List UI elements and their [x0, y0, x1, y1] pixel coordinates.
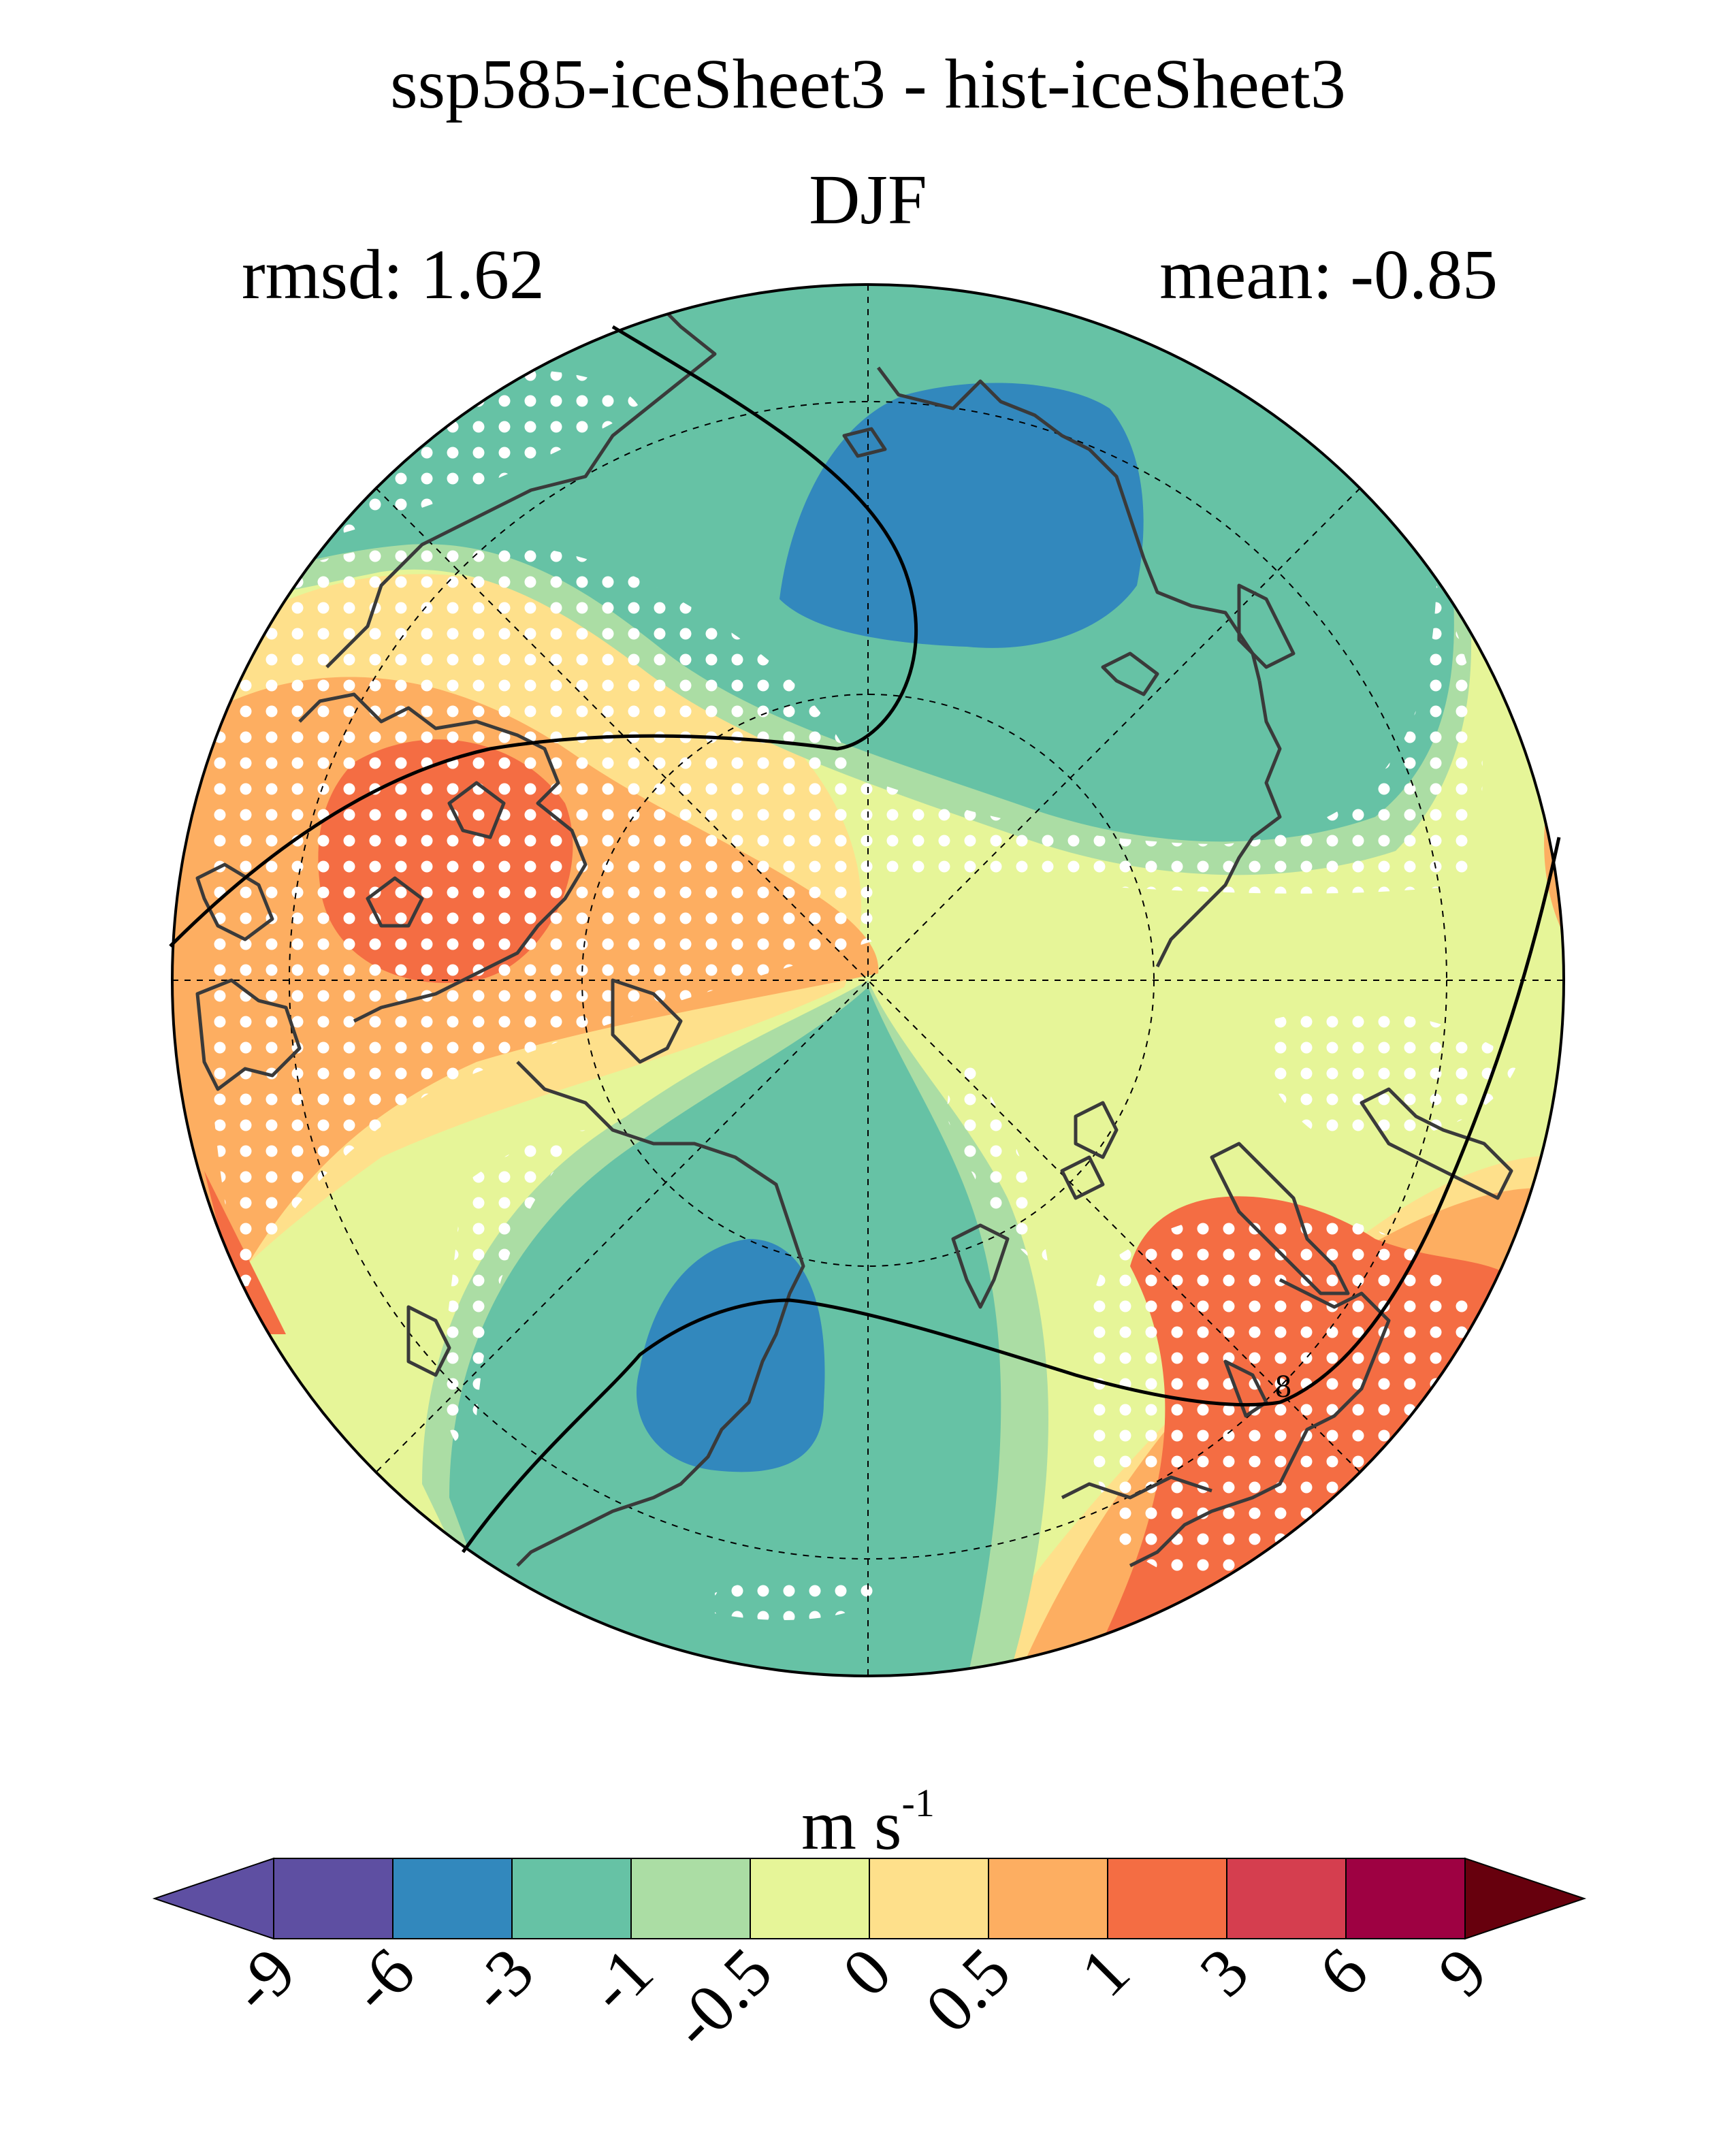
plot-title: ssp585-iceSheet3 - hist-iceSheet3	[390, 45, 1346, 123]
units-exponent: -1	[901, 1781, 935, 1825]
colorbar-tick-label: 1	[1066, 1933, 1144, 2011]
colorbar-tick-label: 6	[1304, 1933, 1382, 2011]
colorbar-box-5	[869, 1858, 989, 1939]
colorbar-tick-label: 0	[828, 1933, 905, 2011]
field-neg-top-3	[779, 383, 1144, 648]
contour-label: 8	[1275, 1368, 1291, 1404]
colorbar-units: m s-1	[0, 1784, 1736, 1861]
colorbar-box-2	[511, 1858, 632, 1939]
rmsd-label: rmsd: 1.62	[242, 236, 545, 314]
graticule	[172, 285, 1564, 1676]
colorbar-box-0	[273, 1858, 393, 1939]
colorbar-tick-label: 3	[1185, 1933, 1263, 2011]
colorbar-tick-label: -9	[216, 1933, 310, 2027]
colorbar-tick-label: 0.5	[911, 1933, 1025, 2047]
colorbar-extend-low	[152, 1857, 274, 1940]
map-boundary	[171, 283, 1565, 1677]
contour-line-upper	[169, 325, 918, 948]
mean-label: mean: -0.85	[1159, 236, 1498, 314]
colorbar-tick-label: -1	[574, 1933, 667, 2027]
colorbar-tick-label: -3	[455, 1933, 548, 2027]
contour-line-lower	[461, 837, 1561, 1553]
colorbar-box-9	[1345, 1858, 1466, 1939]
units-base: m s	[801, 1786, 902, 1865]
colorbar-box-4	[750, 1858, 870, 1939]
colorbar-tick-label: 9	[1424, 1933, 1501, 2011]
colorbar-box-8	[1226, 1858, 1347, 1939]
colorbar-tick-label: -6	[336, 1933, 429, 2027]
colorbar-box-3	[630, 1858, 751, 1939]
colorbar-box-7	[1107, 1858, 1227, 1939]
polar-map: 8	[169, 283, 1565, 1677]
colorbar-extend-high	[1464, 1857, 1587, 1940]
colorbar-box-6	[988, 1858, 1108, 1939]
colorbar-box-1	[392, 1858, 513, 1939]
contour-lines	[169, 325, 1561, 1553]
field-neg-bottom-3	[636, 1239, 825, 1472]
colorbar-tick-label: -0.5	[657, 1933, 786, 2063]
season-label: DJF	[809, 161, 927, 239]
coastlines	[195, 298, 1513, 1568]
